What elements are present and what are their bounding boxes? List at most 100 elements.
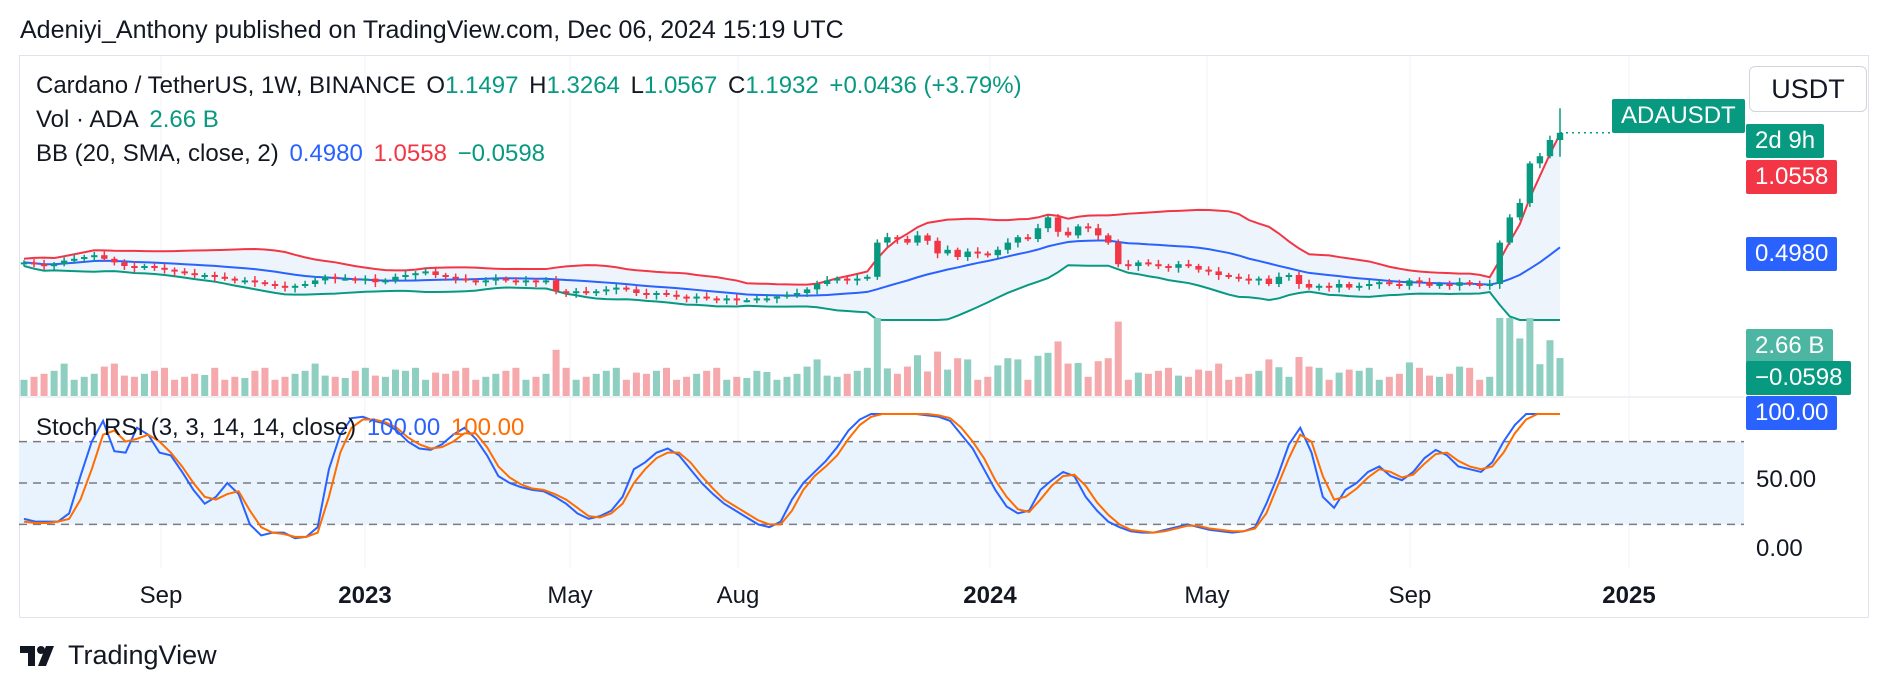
candle-body bbox=[562, 291, 570, 294]
tradingview-logo-icon bbox=[20, 645, 54, 666]
high-value: 1.3264 bbox=[546, 72, 620, 99]
candle-body bbox=[593, 291, 600, 294]
volume-bar bbox=[1235, 376, 1243, 396]
candle-body bbox=[1255, 278, 1263, 281]
candle-body bbox=[60, 260, 68, 265]
candle-body bbox=[763, 298, 771, 301]
x-label-may-2023: May bbox=[547, 582, 593, 609]
volume-bar bbox=[181, 376, 189, 396]
volume-bar bbox=[432, 372, 440, 396]
candle-body bbox=[1195, 266, 1202, 270]
close-value: 1.1932 bbox=[745, 72, 819, 99]
candle-body bbox=[894, 237, 901, 240]
candle-body bbox=[633, 289, 640, 293]
volume-bar bbox=[1536, 364, 1544, 396]
candle-body bbox=[1265, 278, 1273, 284]
bb-legend: BB (20, SMA, close, 2) 0.4980 1.0558 −0.… bbox=[36, 139, 549, 169]
volume-bar bbox=[713, 367, 721, 396]
volume-bar bbox=[261, 367, 269, 396]
volume-bar bbox=[823, 375, 831, 396]
stoch-legend: Stoch RSI (3, 3, 14, 14, close) 100.00 1… bbox=[36, 413, 528, 443]
bb-upper-tag: 1.0558 bbox=[1746, 160, 1838, 194]
volume-bar bbox=[733, 376, 741, 396]
volume-bar bbox=[442, 373, 450, 396]
volume-bar bbox=[763, 372, 771, 396]
volume-bar bbox=[873, 318, 881, 396]
volume-bar bbox=[1154, 370, 1162, 396]
footer: TradingView bbox=[20, 640, 217, 671]
volume-bar bbox=[693, 373, 701, 396]
volume-bar bbox=[1124, 379, 1132, 396]
volume-bar bbox=[201, 375, 209, 396]
volume-bar bbox=[1134, 372, 1142, 396]
volume-bar bbox=[381, 376, 389, 396]
candle-body bbox=[321, 276, 329, 281]
volume-bar bbox=[70, 379, 78, 396]
candle-body bbox=[1376, 282, 1383, 285]
bb-lower-line bbox=[23, 264, 1560, 321]
candle-body bbox=[20, 262, 28, 265]
candle-body bbox=[191, 273, 198, 276]
candle-body bbox=[1476, 284, 1483, 286]
candle-body bbox=[291, 285, 299, 288]
volume-bar bbox=[833, 376, 841, 396]
candle-body bbox=[773, 296, 781, 299]
volume-bar bbox=[271, 379, 279, 396]
volume-bar bbox=[652, 370, 660, 396]
candle-body bbox=[472, 280, 479, 283]
candle-body bbox=[542, 280, 550, 283]
volume-bar bbox=[1024, 379, 1032, 396]
footer-brand: TradingView bbox=[68, 640, 217, 670]
candle-body bbox=[50, 264, 58, 267]
candle-body bbox=[924, 235, 931, 241]
candle-body bbox=[1225, 275, 1232, 277]
candle-body bbox=[864, 276, 871, 279]
volume-bar bbox=[191, 373, 199, 396]
candle-body bbox=[121, 262, 128, 266]
currency-button[interactable]: USDT bbox=[1749, 66, 1867, 112]
candle-body bbox=[532, 280, 540, 283]
open-value: 1.1497 bbox=[445, 72, 519, 99]
candle-body bbox=[462, 278, 469, 281]
candle-body bbox=[91, 255, 98, 258]
low-label: L bbox=[630, 72, 644, 99]
x-label-sep-2024: Sep bbox=[1388, 582, 1432, 609]
volume-bar bbox=[1315, 367, 1323, 396]
candle-body bbox=[914, 235, 921, 243]
volume-bar bbox=[241, 378, 249, 396]
candle-body bbox=[904, 239, 911, 243]
candle-body bbox=[1526, 163, 1534, 203]
candle-body bbox=[1556, 132, 1564, 141]
candle-body bbox=[261, 282, 269, 285]
volume-bar bbox=[934, 351, 942, 396]
candle-body bbox=[1205, 269, 1212, 272]
volume-bar bbox=[994, 365, 1002, 396]
volume-bar bbox=[1415, 367, 1423, 396]
volume-bar bbox=[1185, 376, 1193, 396]
volume-bar bbox=[391, 369, 399, 396]
candle-body bbox=[492, 278, 500, 281]
candle-body bbox=[703, 296, 710, 299]
close-label: C bbox=[728, 72, 746, 99]
candle-body bbox=[1004, 242, 1012, 250]
volume-bar bbox=[893, 373, 901, 396]
x-label-2023: 2023 bbox=[338, 582, 392, 609]
volume-bar bbox=[673, 379, 681, 396]
volume-bar bbox=[542, 373, 550, 396]
volume-bar bbox=[251, 370, 259, 396]
volume-bar bbox=[592, 373, 600, 396]
x-label-may-2024: May bbox=[1184, 582, 1230, 609]
countdown-tag: 2d 9h bbox=[1746, 124, 1825, 158]
volume-bar bbox=[1526, 318, 1534, 396]
symbol-name: Cardano / TetherUS, 1W, BINANCE bbox=[36, 72, 416, 99]
volume-bar bbox=[311, 363, 319, 396]
volume-bar bbox=[161, 367, 169, 396]
candle-body bbox=[251, 280, 259, 283]
volume-bar bbox=[211, 367, 219, 396]
candle-body bbox=[844, 278, 851, 281]
volume-bar bbox=[60, 363, 68, 396]
volume-bar bbox=[30, 376, 38, 396]
candle-body bbox=[723, 298, 730, 301]
candle-body bbox=[332, 276, 339, 279]
